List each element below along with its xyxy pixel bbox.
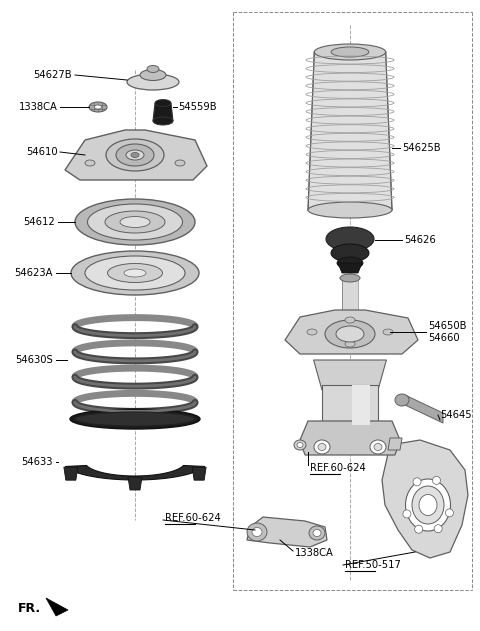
Ellipse shape: [318, 444, 326, 451]
Ellipse shape: [297, 442, 303, 447]
Text: REF.60-624: REF.60-624: [165, 513, 221, 523]
Ellipse shape: [445, 509, 454, 517]
Polygon shape: [313, 360, 386, 390]
Polygon shape: [128, 477, 142, 490]
Polygon shape: [64, 467, 78, 480]
Ellipse shape: [95, 105, 101, 109]
Ellipse shape: [308, 202, 392, 218]
Polygon shape: [300, 421, 400, 455]
Ellipse shape: [337, 257, 363, 269]
Ellipse shape: [374, 444, 382, 451]
Polygon shape: [192, 467, 206, 480]
Ellipse shape: [314, 44, 386, 60]
Ellipse shape: [383, 329, 393, 335]
Ellipse shape: [412, 486, 444, 524]
Ellipse shape: [415, 525, 423, 533]
Ellipse shape: [331, 47, 369, 57]
Ellipse shape: [75, 412, 195, 426]
Polygon shape: [308, 52, 392, 210]
Ellipse shape: [175, 160, 185, 166]
Ellipse shape: [70, 409, 200, 429]
Text: 54559B: 54559B: [178, 102, 216, 112]
Polygon shape: [338, 263, 362, 273]
Ellipse shape: [406, 479, 451, 531]
Text: 54612: 54612: [23, 217, 55, 227]
Ellipse shape: [105, 211, 165, 233]
Ellipse shape: [120, 216, 150, 228]
Polygon shape: [388, 438, 402, 450]
Polygon shape: [285, 310, 418, 354]
Polygon shape: [46, 598, 68, 616]
Ellipse shape: [419, 495, 437, 516]
Text: 54627B: 54627B: [34, 70, 72, 80]
Text: 54660: 54660: [428, 333, 460, 343]
Ellipse shape: [116, 144, 154, 166]
Text: 54645: 54645: [440, 410, 472, 420]
Ellipse shape: [75, 199, 195, 245]
Ellipse shape: [432, 476, 441, 485]
Ellipse shape: [336, 326, 364, 342]
Ellipse shape: [403, 510, 411, 518]
Ellipse shape: [325, 320, 375, 348]
Ellipse shape: [153, 117, 173, 125]
Ellipse shape: [314, 440, 330, 454]
Text: REF.50-517: REF.50-517: [345, 560, 401, 570]
Polygon shape: [153, 103, 173, 121]
Polygon shape: [382, 440, 468, 558]
Text: 54625B: 54625B: [402, 143, 441, 153]
Ellipse shape: [71, 251, 199, 295]
Ellipse shape: [345, 317, 355, 323]
Ellipse shape: [345, 341, 355, 347]
Ellipse shape: [326, 227, 374, 251]
Text: 54650B: 54650B: [428, 321, 467, 331]
Ellipse shape: [87, 204, 182, 240]
Text: 54610: 54610: [26, 147, 58, 157]
Polygon shape: [247, 517, 327, 547]
Ellipse shape: [106, 139, 164, 171]
Ellipse shape: [85, 256, 185, 290]
Polygon shape: [405, 395, 443, 423]
Text: 1338CA: 1338CA: [19, 102, 58, 112]
Text: 1338CA: 1338CA: [295, 548, 334, 558]
Ellipse shape: [127, 74, 179, 90]
Ellipse shape: [413, 478, 421, 486]
Ellipse shape: [108, 264, 163, 283]
Polygon shape: [65, 466, 205, 480]
Polygon shape: [65, 130, 207, 180]
Text: FR.: FR.: [18, 601, 41, 615]
Ellipse shape: [340, 274, 360, 282]
Ellipse shape: [126, 150, 144, 160]
Ellipse shape: [147, 66, 159, 73]
Text: 54626: 54626: [404, 235, 436, 245]
Ellipse shape: [247, 523, 267, 541]
Ellipse shape: [395, 394, 409, 406]
Ellipse shape: [434, 525, 442, 533]
Ellipse shape: [294, 440, 306, 450]
Polygon shape: [322, 385, 378, 425]
Ellipse shape: [140, 69, 166, 81]
Ellipse shape: [89, 102, 107, 112]
Ellipse shape: [331, 244, 369, 262]
Ellipse shape: [252, 528, 262, 536]
Text: 54623A: 54623A: [14, 268, 53, 278]
Ellipse shape: [155, 100, 171, 107]
Ellipse shape: [313, 529, 321, 536]
Text: 54633: 54633: [22, 457, 53, 467]
Polygon shape: [352, 385, 370, 425]
Text: REF.60-624: REF.60-624: [310, 463, 366, 473]
Ellipse shape: [131, 153, 139, 158]
Ellipse shape: [370, 440, 386, 454]
Ellipse shape: [309, 526, 325, 540]
Ellipse shape: [85, 160, 95, 166]
Polygon shape: [342, 278, 358, 325]
Ellipse shape: [124, 269, 146, 277]
Ellipse shape: [307, 329, 317, 335]
Text: 54630S: 54630S: [15, 355, 53, 365]
